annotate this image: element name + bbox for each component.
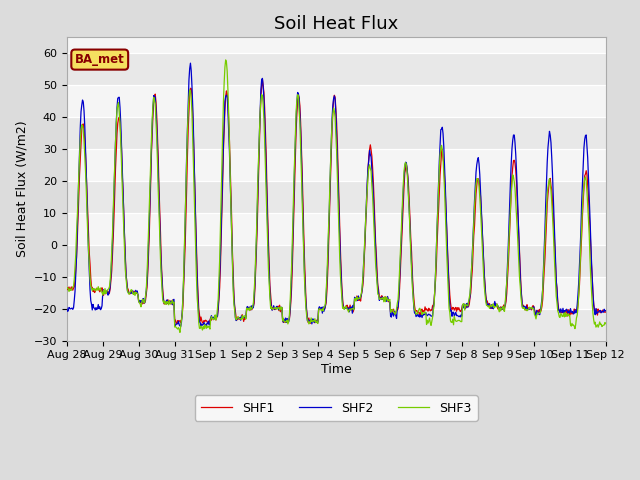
Bar: [67, 85, 605, 117]
SHF3: [212, 317, 220, 323]
SHF2: [128, 290, 136, 296]
Bar: [67, 309, 605, 340]
SHF2: [73, 253, 81, 259]
SHF2: [213, 313, 221, 319]
Title: Soil Heat Flux: Soil Heat Flux: [274, 15, 398, 33]
SHF1: [183, 183, 191, 189]
SHF1: [205, 321, 212, 327]
Text: BA_met: BA_met: [75, 53, 125, 66]
Bar: [67, 213, 605, 245]
SHF1: [73, 254, 81, 260]
Y-axis label: Soil Heat Flux (W/m2): Soil Heat Flux (W/m2): [15, 120, 28, 257]
SHF2: [419, 312, 427, 317]
SHF1: [63, 286, 70, 291]
SHF3: [73, 230, 81, 236]
SHF1: [419, 309, 427, 315]
Bar: [67, 149, 605, 181]
Bar: [67, 181, 605, 213]
SHF2: [183, 150, 191, 156]
Line: SHF3: SHF3: [67, 60, 605, 333]
Line: SHF1: SHF1: [67, 79, 605, 324]
SHF1: [602, 309, 609, 315]
SHF3: [403, 169, 411, 175]
SHF2: [63, 305, 70, 311]
SHF3: [184, 128, 191, 133]
SHF3: [222, 57, 230, 63]
SHF3: [419, 310, 427, 315]
Bar: [67, 245, 605, 276]
SHF1: [259, 76, 266, 82]
Bar: [67, 276, 605, 309]
Legend: SHF1, SHF2, SHF3: SHF1, SHF2, SHF3: [195, 395, 478, 421]
SHF3: [63, 286, 70, 291]
Bar: [67, 117, 605, 149]
SHF1: [128, 289, 136, 295]
Bar: [67, 53, 605, 85]
SHF2: [602, 308, 609, 313]
SHF1: [403, 166, 411, 171]
SHF2: [202, 324, 210, 330]
Line: SHF2: SHF2: [67, 63, 605, 327]
SHF3: [128, 288, 136, 293]
X-axis label: Time: Time: [321, 363, 351, 376]
SHF3: [176, 330, 184, 336]
SHF2: [187, 60, 195, 66]
SHF2: [403, 166, 411, 172]
SHF3: [602, 321, 609, 326]
SHF1: [212, 317, 220, 323]
